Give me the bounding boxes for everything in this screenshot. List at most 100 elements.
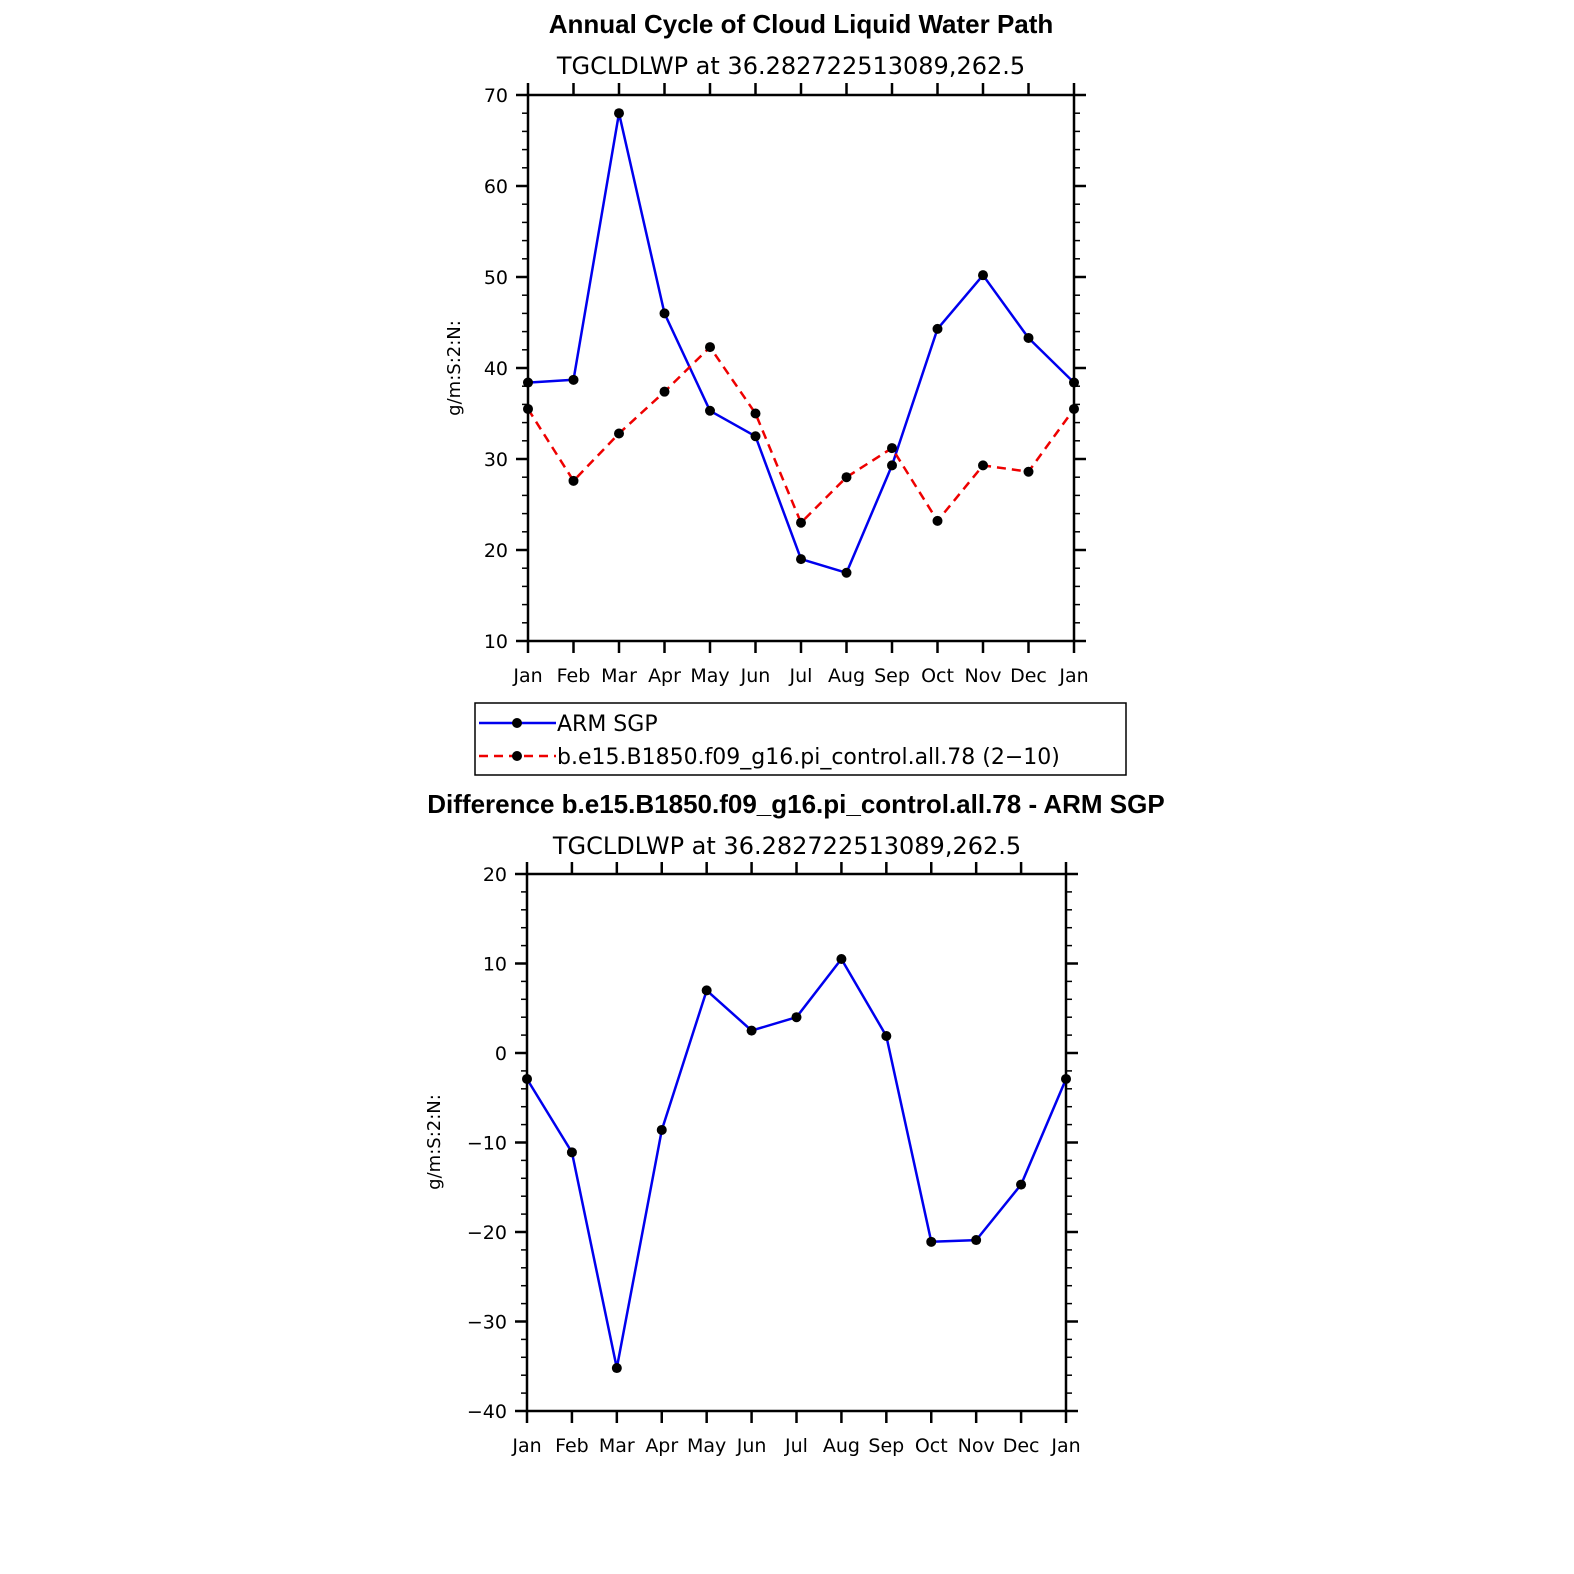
x-tick-label: Apr — [645, 1435, 678, 1457]
y-tick-label: 10 — [483, 954, 507, 976]
x-tick-label: Jun — [740, 665, 771, 687]
y-tick-label: 60 — [484, 176, 508, 198]
y-tick-label: 20 — [483, 864, 507, 886]
data-point — [926, 1236, 937, 1247]
series-line — [526, 345, 1076, 524]
series-line — [527, 111, 1075, 575]
x-tick-label: Jan — [1058, 665, 1088, 687]
data-point — [1061, 1073, 1071, 1084]
x-tick-label: Apr — [648, 665, 681, 687]
data-point — [978, 270, 988, 281]
data-point — [659, 308, 670, 319]
y-tick-label: 40 — [484, 358, 508, 380]
data-point — [1069, 403, 1079, 414]
chart-subtitle: TGCLDLWP at 36.282722513089,262.5 — [556, 52, 1025, 80]
y-axis-label: g/m:S:2:N: — [444, 320, 465, 416]
data-point — [659, 386, 670, 397]
y-ticks: −40 −30 −20 −10 0 10 20 — [467, 864, 1078, 1423]
x-tick-label: Jan — [512, 665, 542, 687]
x-tick-label: Sep — [874, 665, 910, 687]
annual-cycle-chart: Annual Cycle of Cloud Liquid Water Path … — [444, 9, 1089, 687]
data-point — [523, 377, 533, 388]
y-tick-label: 70 — [484, 85, 508, 107]
data-point — [1023, 332, 1034, 343]
data-point — [971, 1235, 982, 1246]
data-point — [932, 515, 943, 526]
x-tick-label: Jul — [789, 665, 813, 687]
x-tick-label: May — [687, 1435, 726, 1457]
legend-marker-arm-sgp — [512, 718, 522, 728]
data-point — [746, 1025, 757, 1036]
data-point — [932, 323, 943, 334]
data-point — [568, 374, 579, 385]
y-tick-label: 30 — [484, 449, 508, 471]
y-tick-label: 10 — [484, 631, 508, 653]
series-layer — [523, 108, 1079, 578]
y-tick-label: −20 — [467, 1222, 507, 1244]
x-tick-label: Jan — [511, 1435, 541, 1457]
y-tick-label: 20 — [484, 540, 508, 562]
data-point — [705, 405, 715, 416]
x-tick-label: Dec — [1003, 1435, 1040, 1457]
data-point — [566, 1147, 577, 1158]
chart-title: Difference b.e15.B1850.f09_g16.pi_contro… — [427, 789, 1164, 819]
y-tick-label: 0 — [495, 1043, 507, 1065]
data-point — [701, 985, 712, 996]
data-point — [887, 460, 897, 471]
x-tick-label: Nov — [964, 665, 1001, 687]
data-point — [978, 460, 988, 471]
x-tick-label: Oct — [915, 1435, 948, 1457]
difference-chart: Difference b.e15.B1850.f09_g16.pi_contro… — [424, 789, 1165, 1457]
data-point — [1069, 377, 1079, 388]
data-point — [523, 403, 533, 414]
series-layer — [522, 954, 1071, 1374]
x-tick-label: Aug — [823, 1435, 860, 1457]
data-point — [1023, 466, 1034, 477]
data-point — [568, 475, 579, 486]
y-axis-label: g/m:S:2:N: — [424, 1094, 445, 1190]
x-tick-label: Nov — [958, 1435, 995, 1457]
data-point — [611, 1363, 622, 1374]
data-point — [614, 428, 624, 439]
x-tick-label: Oct — [921, 665, 954, 687]
data-point — [705, 342, 715, 353]
y-tick-label: 50 — [484, 267, 508, 289]
data-point — [656, 1124, 667, 1135]
x-tick-label: May — [690, 665, 729, 687]
y-ticks: 10 20 30 40 50 60 70 — [484, 85, 1086, 653]
x-tick-label: Feb — [557, 665, 591, 687]
data-point — [1016, 1179, 1027, 1190]
y-tick-label: −40 — [467, 1401, 507, 1423]
x-tick-label: Jun — [736, 1435, 767, 1457]
y-tick-label: −10 — [467, 1133, 507, 1155]
data-point — [887, 443, 897, 454]
data-point — [750, 431, 761, 442]
legend: ARM SGP b.e15.B1850.f09_g16.pi_control.a… — [474, 702, 1127, 776]
data-point — [841, 567, 852, 578]
chart-subtitle: TGCLDLWP at 36.282722513089,262.5 — [552, 832, 1021, 860]
data-point — [750, 408, 761, 419]
legend-label-model: b.e15.B1850.f09_g16.pi_control.all.78 (2… — [557, 745, 1060, 770]
data-point — [796, 554, 806, 565]
data-point — [881, 1030, 892, 1041]
x-tick-label: Jan — [1050, 1435, 1080, 1457]
legend-label-arm-sgp: ARM SGP — [557, 712, 658, 737]
data-point — [614, 108, 624, 119]
chart-title: Annual Cycle of Cloud Liquid Water Path — [549, 9, 1054, 39]
data-point — [841, 472, 852, 483]
data-point — [522, 1073, 532, 1084]
x-tick-label: Feb — [555, 1435, 589, 1457]
x-ticks: Jan Feb Mar Apr May Jun Jul Aug Sep Oct Nov Dec Jan — [511, 862, 1081, 1457]
x-tick-label: Aug — [828, 665, 865, 687]
legend-box — [474, 702, 1127, 776]
data-point — [796, 517, 806, 528]
x-tick-label: Mar — [601, 665, 637, 687]
x-tick-label: Sep — [868, 1435, 904, 1457]
x-tick-label: Jul — [784, 1435, 808, 1457]
x-tick-label: Mar — [599, 1435, 635, 1457]
legend-marker-model — [512, 751, 522, 761]
data-point — [791, 1012, 802, 1023]
x-tick-label: Dec — [1010, 665, 1047, 687]
data-point — [836, 954, 847, 965]
